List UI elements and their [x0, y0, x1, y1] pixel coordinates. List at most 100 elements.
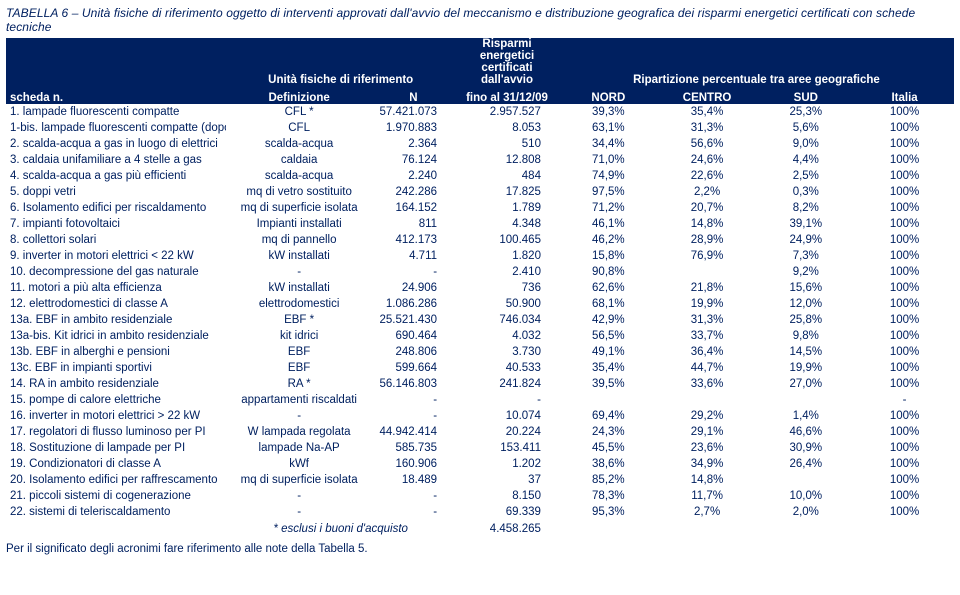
cell-centro: [658, 264, 757, 280]
cell-def: mq di vetro sostituito: [226, 184, 372, 200]
cell-italia: 100%: [855, 424, 954, 440]
cell-nord: 46,2%: [559, 232, 658, 248]
cell-n: 24.906: [372, 280, 455, 296]
main-table: Unità fisiche di riferimento Risparmi en…: [6, 38, 954, 520]
cell-label: 10. decompressione del gas naturale: [6, 264, 226, 280]
header-nord: NORD: [559, 86, 658, 104]
cell-italia: 100%: [855, 488, 954, 504]
cell-fino: 1.202: [455, 456, 559, 472]
cell-fino: 17.825: [455, 184, 559, 200]
cell-def: mq di pannello: [226, 232, 372, 248]
cell-def: kit idrici: [226, 328, 372, 344]
cell-label: 14. RA in ambito residenziale: [6, 376, 226, 392]
cell-def: CFL *: [226, 104, 372, 120]
cell-n: 160.906: [372, 456, 455, 472]
header-geo-group: Ripartizione percentuale tra aree geogra…: [559, 38, 954, 86]
cell-italia: 100%: [855, 472, 954, 488]
cell-label: 9. inverter in motori elettrici < 22 kW: [6, 248, 226, 264]
table-row: 2. scalda-acqua a gas in luogo di elettr…: [6, 136, 954, 152]
cell-n: 2.240: [372, 168, 455, 184]
cell-italia: 100%: [855, 296, 954, 312]
cell-sud: 25,3%: [756, 104, 855, 120]
table-row: 14. RA in ambito residenzialeRA *56.146.…: [6, 376, 954, 392]
cell-def: W lampada regolata: [226, 424, 372, 440]
cell-def: scalda-acqua: [226, 168, 372, 184]
footnote-star: * esclusi i buoni d'acquisto: [226, 520, 455, 537]
cell-centro: 36,4%: [658, 344, 757, 360]
cell-sud: 8,2%: [756, 200, 855, 216]
cell-n: -: [372, 488, 455, 504]
header-unit-group: Unità fisiche di riferimento: [226, 38, 455, 86]
bottom-note: Per il significato degli acronimi fare r…: [6, 537, 954, 555]
cell-n: 811: [372, 216, 455, 232]
cell-italia: 100%: [855, 344, 954, 360]
cell-italia: 100%: [855, 376, 954, 392]
cell-sud: 7,3%: [756, 248, 855, 264]
cell-n: 599.664: [372, 360, 455, 376]
cell-fino: 510: [455, 136, 559, 152]
cell-nord: 38,6%: [559, 456, 658, 472]
table-row: 1. lampade fluorescenti compatteCFL *57.…: [6, 104, 954, 120]
total-fino: 4.458.265: [455, 520, 559, 537]
cell-sud: 46,6%: [756, 424, 855, 440]
table-row: 13a. EBF in ambito residenzialeEBF *25.5…: [6, 312, 954, 328]
cell-centro: 11,7%: [658, 488, 757, 504]
cell-n: 585.735: [372, 440, 455, 456]
header-energy-line2: certificati dall'avvio: [459, 62, 555, 86]
cell-nord: 71,0%: [559, 152, 658, 168]
header-scheda: scheda n.: [6, 86, 226, 104]
cell-fino: 2.410: [455, 264, 559, 280]
cell-sud: 9,8%: [756, 328, 855, 344]
cell-italia: 100%: [855, 232, 954, 248]
cell-fino: 4.032: [455, 328, 559, 344]
cell-label: 20. Isolamento edifici per raffrescament…: [6, 472, 226, 488]
cell-label: 8. collettori solari: [6, 232, 226, 248]
cell-centro: 2,2%: [658, 184, 757, 200]
cell-label: 5. doppi vetri: [6, 184, 226, 200]
cell-fino: 736: [455, 280, 559, 296]
cell-fino: 1.820: [455, 248, 559, 264]
cell-n: 1.970.883: [372, 120, 455, 136]
table-row: 3. caldaia unifamiliare a 4 stelle a gas…: [6, 152, 954, 168]
cell-sud: 10,0%: [756, 488, 855, 504]
cell-def: -: [226, 504, 372, 520]
cell-sud: 24,9%: [756, 232, 855, 248]
cell-n: -: [372, 408, 455, 424]
cell-centro: 29,2%: [658, 408, 757, 424]
cell-sud: 26,4%: [756, 456, 855, 472]
cell-centro: 20,7%: [658, 200, 757, 216]
cell-nord: 90,8%: [559, 264, 658, 280]
cell-label: 3. caldaia unifamiliare a 4 stelle a gas: [6, 152, 226, 168]
cell-sud: 4,4%: [756, 152, 855, 168]
cell-def: RA *: [226, 376, 372, 392]
cell-label: 1. lampade fluorescenti compatte: [6, 104, 226, 120]
header-n: N: [372, 86, 455, 104]
cell-def: mq di superficie isolata: [226, 200, 372, 216]
cell-n: -: [372, 264, 455, 280]
cell-centro: 56,6%: [658, 136, 757, 152]
cell-nord: 63,1%: [559, 120, 658, 136]
cell-centro: 76,9%: [658, 248, 757, 264]
table-row: 7. impianti fotovoltaiciImpianti install…: [6, 216, 954, 232]
cell-nord: 74,9%: [559, 168, 658, 184]
cell-label: 22. sistemi di teleriscaldamento: [6, 504, 226, 520]
cell-fino: 37: [455, 472, 559, 488]
cell-sud: 25,8%: [756, 312, 855, 328]
cell-def: elettrodomestici: [226, 296, 372, 312]
cell-fino: 4.348: [455, 216, 559, 232]
cell-sud: 5,6%: [756, 120, 855, 136]
cell-nord: 34,4%: [559, 136, 658, 152]
cell-centro: 34,9%: [658, 456, 757, 472]
cell-sud: [756, 472, 855, 488]
cell-fino: 153.411: [455, 440, 559, 456]
cell-label: 12. elettrodomestici di classe A: [6, 296, 226, 312]
cell-sud: 39,1%: [756, 216, 855, 232]
cell-label: 18. Sostituzione di lampade per PI: [6, 440, 226, 456]
cell-label: 7. impianti fotovoltaici: [6, 216, 226, 232]
cell-n: 76.124: [372, 152, 455, 168]
cell-sud: 9,0%: [756, 136, 855, 152]
table-header: Unità fisiche di riferimento Risparmi en…: [6, 38, 954, 104]
header-sud: SUD: [756, 86, 855, 104]
table-body: 1. lampade fluorescenti compatteCFL *57.…: [6, 104, 954, 520]
cell-def: EBF *: [226, 312, 372, 328]
